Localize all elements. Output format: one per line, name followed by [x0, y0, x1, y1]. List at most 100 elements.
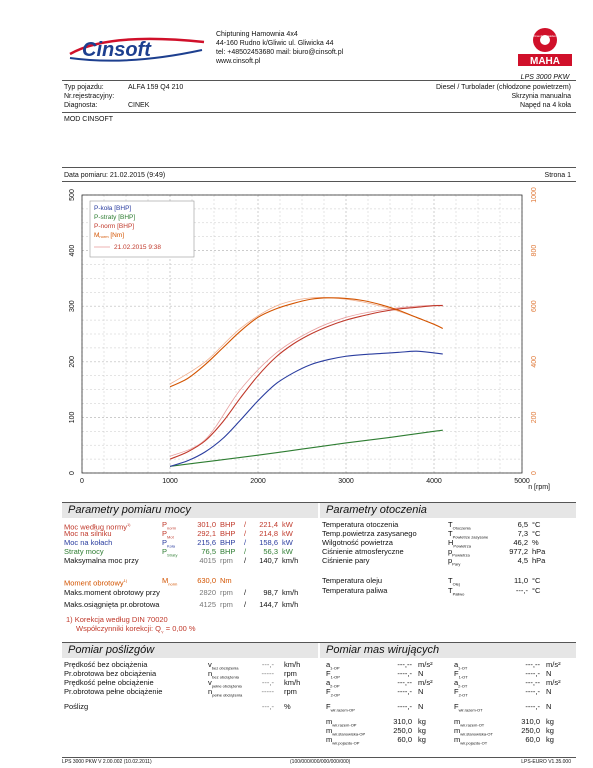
company-address: 44-160 Rudno k/Gliwic ul. Gliwicka 44 — [216, 40, 334, 47]
maha-badge-text: Maschinenbau Haldenwang — [526, 34, 563, 38]
power-params-table: Moc według normy1) Pnorm 301,0 BHP / 221,4 kW M… — [64, 520, 314, 640]
param-label: Maks.moment obrotowy przy — [64, 588, 160, 597]
mass-unit: kg — [418, 726, 426, 735]
param-label: Moc na kołach — [64, 538, 113, 547]
x-axis-label: n [rpm] — [528, 484, 550, 491]
mass-unit: m/s² — [546, 678, 561, 687]
mass-value: 250,0 — [521, 726, 540, 735]
symbol-sub: Y — [161, 629, 164, 635]
mass-value: 310,0 — [393, 717, 412, 726]
symbol-sub: pełne obciążenia — [212, 692, 243, 698]
param-unit-1: rpm — [220, 600, 233, 609]
series-line-1 — [169, 429, 443, 467]
param-unit-1: Nm — [220, 576, 232, 585]
symbol-sub: wir.razem-OP — [330, 707, 355, 713]
param-unit-2: kW — [282, 529, 293, 538]
symbol: Fwir.razem-OT — [454, 702, 483, 713]
mass-value: ---,-- — [525, 660, 540, 669]
param-unit-2: kW — [282, 520, 293, 529]
symbol: mwir.stanowiska-OT — [454, 726, 493, 737]
mass-unit: m/s² — [546, 660, 561, 669]
symbol: mwir.pojazdu-OT — [454, 735, 488, 746]
symbol-sub: wir.pojazdu-OT — [460, 740, 488, 746]
vehicle-reg-label: Nr.rejestracyjny: — [64, 93, 115, 100]
correction-coefficient: Współczynniki korekcji: QY = 0,00 % — [76, 624, 196, 635]
param-unit-2: km/h — [282, 556, 299, 565]
footer-right: LPS-EURO V1.35.000 — [521, 759, 571, 765]
symbol-sub: wir.razem-OP — [332, 722, 357, 728]
param-value-2: 221,4 — [259, 520, 278, 529]
symbol: a1-OP — [326, 660, 340, 671]
symbol-sub: 2-OT — [458, 692, 468, 698]
ambient-unit: % — [532, 538, 539, 547]
param-unit-1: BHP — [220, 538, 236, 547]
symbol: vbez obciążenia — [208, 660, 239, 671]
ambient-label: Temperatura otoczenia — [322, 520, 399, 529]
legend-entry-0: P-koła [BHP] — [94, 205, 131, 212]
footnote-marker: 1) — [126, 522, 131, 527]
slip-value: ---,- — [261, 660, 274, 669]
vehicle-spec: Diesel / Turbolader (chłodzone powietrze… — [436, 83, 571, 110]
param-separator: / — [244, 538, 247, 547]
symbol-sub: Olej — [452, 581, 460, 587]
diagnostician-label: Diagnosta: — [64, 102, 98, 109]
series-line-2 — [169, 304, 443, 460]
ambient-label: Ciśnienie pary — [322, 556, 370, 565]
ambient-value: 11,0 — [513, 576, 528, 585]
mass-value: ----,- — [525, 669, 540, 678]
symbol: npełne obciążenia — [208, 687, 243, 698]
symbol-sub: Otoczenia — [452, 525, 471, 531]
slip-label: Prędkość bez obciążenia — [64, 660, 148, 669]
gear-icon — [540, 35, 550, 45]
mass-value: ----,- — [525, 687, 540, 696]
param-unit-1: BHP — [220, 547, 236, 556]
x-tick-label: 5000 — [514, 478, 530, 485]
diagnostician-value: CINEK — [128, 102, 150, 109]
legend-entry-1: P-straty [BHP] — [94, 214, 135, 221]
mass-unit: m/s² — [418, 660, 433, 669]
param-label: Maks.osiągnięta pr.obrotowa — [64, 600, 160, 609]
slip-value: ---,- — [261, 702, 274, 711]
ambient-params-table: Temperatura otoczenia TOtoczenia 6,5 °C Temp… — [322, 520, 572, 600]
legend-entry-2: P-norm [BHP] — [94, 223, 134, 230]
mass-value: ---,-- — [397, 660, 412, 669]
symbol-sub: Koła — [167, 543, 176, 549]
ambient-value: 6,5 — [517, 520, 528, 529]
mass-unit: kg — [546, 726, 554, 735]
symbol-sub: norm — [167, 525, 177, 531]
y-left-tick-label: 400 — [69, 245, 76, 257]
mass-unit: N — [418, 669, 424, 678]
param-unit-1: BHP — [220, 520, 236, 529]
slip-value: ----- — [261, 687, 275, 696]
power-params-title: Parametry pomiaru mocy — [62, 503, 318, 518]
legend-reference-date: 21.02.2015 9:38 — [114, 244, 161, 251]
ambient-unit: hPa — [532, 547, 546, 556]
slip-value: ----- — [261, 669, 275, 678]
slip-unit: rpm — [284, 669, 297, 678]
param-value-2: 98,7 — [263, 588, 278, 597]
param-value-2: 158,6 — [259, 538, 278, 547]
symbol-sub: 2-OP — [330, 692, 340, 698]
rotating-mass-title: Pomiar mas wirujących — [320, 643, 576, 658]
y-left-tick-label: 100 — [69, 411, 76, 423]
vehicle-type-label: Typ pojazdu: — [64, 84, 104, 91]
symbol-sub: Straty — [167, 552, 178, 558]
series-line-5 — [169, 296, 443, 385]
symbol: mwir.stanowiska-OP — [326, 726, 366, 737]
param-separator: / — [244, 556, 247, 565]
footnote-marker: 1) — [123, 578, 128, 583]
symbol-sub: Mot — [167, 534, 174, 540]
mass-value: 310,0 — [521, 717, 540, 726]
cinsoft-logo: Cinsoft — [68, 28, 208, 68]
x-tick-label: 3000 — [338, 478, 354, 485]
param-unit-2: kW — [282, 538, 293, 547]
x-tick-label: 2000 — [250, 478, 266, 485]
param-label: Moc według normy1) — [64, 522, 131, 532]
ambient-label: Wilgotność powietrza — [322, 538, 393, 547]
symbol: F1-OT — [454, 669, 468, 680]
slip-value: ---,- — [261, 678, 274, 687]
ambient-label: Temperatura paliwa — [322, 586, 388, 595]
slip-unit: % — [284, 702, 291, 711]
company-info: Chiptuning Hamownia 4x4 44-160 Rudno k/G… — [216, 30, 343, 66]
